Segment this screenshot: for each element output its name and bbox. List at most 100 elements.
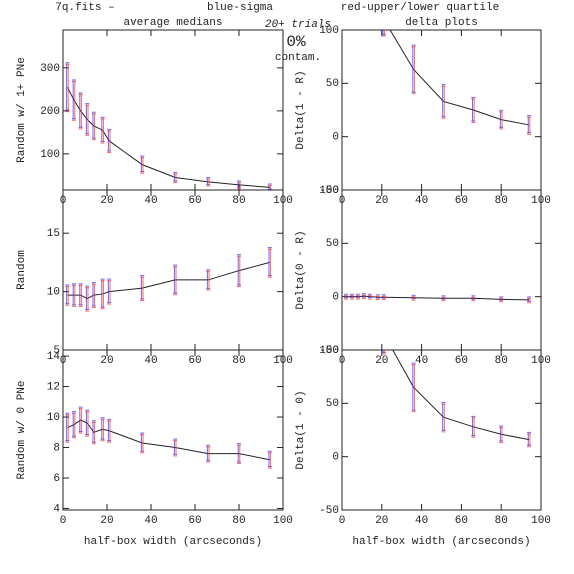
error-bar (140, 433, 145, 454)
error-bar (361, 294, 366, 300)
error-bar (527, 431, 532, 446)
plot-area (356, 19, 532, 448)
error-bar (411, 44, 416, 93)
y-tick-label: 100 (319, 25, 339, 37)
error-bar (499, 426, 504, 444)
x-tick-label: 40 (144, 515, 157, 527)
error-bar (267, 452, 272, 469)
error-bar (237, 443, 241, 463)
error-bar (85, 103, 90, 135)
error-bar (499, 111, 504, 130)
x-tick-label: 20 (375, 355, 388, 367)
x-tick-label: 40 (415, 355, 428, 367)
y-tick-label: 0 (332, 452, 339, 464)
error-bar (91, 282, 96, 307)
error-bar (368, 198, 372, 246)
error-bar (376, 264, 380, 307)
x-tick-label: 0 (60, 515, 67, 527)
error-bar (91, 420, 96, 443)
error-bar (375, 295, 380, 301)
error-bar (471, 96, 476, 122)
panel-title: average medians (123, 17, 222, 29)
plot-area (381, 30, 532, 135)
error-bar (206, 269, 211, 290)
x-tick-label: 20 (375, 515, 388, 527)
legend-label: red-upper/lower quartile (341, 2, 499, 14)
y-tick-label: 6 (53, 473, 60, 485)
data-line (392, 350, 530, 441)
error-bar (107, 278, 112, 304)
x-tick-label: 40 (144, 195, 157, 207)
data-line (389, 30, 530, 126)
error-bar (173, 171, 178, 182)
y-tick-label: 100 (40, 149, 60, 161)
error-bar (206, 444, 211, 462)
error-bar (100, 278, 105, 308)
error-bar (237, 254, 241, 286)
error-bar (72, 80, 76, 121)
error-bar (362, 121, 366, 175)
error-bar (100, 417, 105, 440)
error-bar (100, 418, 105, 442)
error-bar (527, 297, 532, 304)
x-tick-label: 60 (188, 355, 201, 367)
header-title: 7q.fits – (55, 2, 114, 14)
error-bar (72, 412, 76, 439)
error-bar (471, 417, 476, 438)
error-bar (499, 425, 504, 442)
error-bar (368, 199, 372, 247)
error-bar (78, 93, 83, 130)
error-bar (78, 284, 83, 307)
x-tick-label: 80 (495, 195, 508, 207)
error-bar (499, 109, 504, 129)
panel-frame (62, 189, 284, 351)
error-bar (343, 295, 348, 300)
error-bar (411, 363, 416, 413)
panel-frame (341, 29, 542, 191)
error-bar (441, 84, 446, 118)
y-tick-label: 0 (332, 132, 339, 144)
y-tick-label: -50 (319, 345, 339, 357)
error-bar (356, 19, 360, 84)
error-bar (527, 115, 532, 134)
error-bar (107, 279, 112, 305)
error-bar (100, 279, 105, 310)
x-tick-label: 20 (100, 355, 113, 367)
y-tick-label: -50 (319, 185, 339, 197)
error-bar (441, 296, 446, 302)
plot-area (65, 247, 272, 312)
x-tick-label: 100 (273, 515, 293, 527)
y-tick-label: 50 (326, 238, 339, 250)
error-bar (411, 46, 416, 95)
y-tick-label: 0 (332, 292, 339, 304)
panel-frame (341, 189, 542, 351)
error-bar (85, 410, 90, 437)
error-bar (499, 297, 504, 303)
error-bar (441, 85, 446, 119)
error-bar (173, 173, 178, 184)
error-bar (237, 181, 241, 190)
error-bar (85, 286, 90, 312)
y-axis-label: Random w/ 0 PNe (16, 380, 28, 479)
x-tick-label: 80 (495, 515, 508, 527)
error-bar (78, 283, 83, 306)
error-bar (91, 421, 96, 445)
error-bar (173, 439, 178, 457)
error-bar (381, 350, 386, 355)
y-tick-label: 8 (53, 442, 60, 454)
y-tick-label: 5 (53, 345, 60, 357)
y-axis-label: Random (16, 250, 28, 290)
y-axis-label: Delta(1 - 0) (295, 390, 307, 469)
error-bar (362, 120, 366, 174)
error-bar (411, 362, 416, 411)
x-tick-label: 60 (188, 195, 201, 207)
error-bar (85, 285, 90, 311)
x-tick-label: 20 (375, 195, 388, 207)
panel-frame (62, 349, 284, 511)
plot-area (343, 293, 532, 304)
error-bar (85, 104, 90, 136)
x-tick-label: 80 (232, 195, 245, 207)
error-bar (471, 296, 476, 302)
x-axis-label: half-box width (arcseconds) (352, 536, 530, 548)
error-bar (367, 295, 372, 300)
